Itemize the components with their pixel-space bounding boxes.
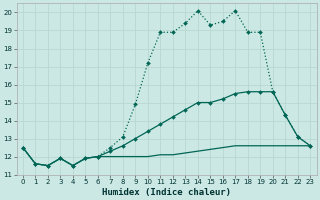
X-axis label: Humidex (Indice chaleur): Humidex (Indice chaleur): [102, 188, 231, 197]
